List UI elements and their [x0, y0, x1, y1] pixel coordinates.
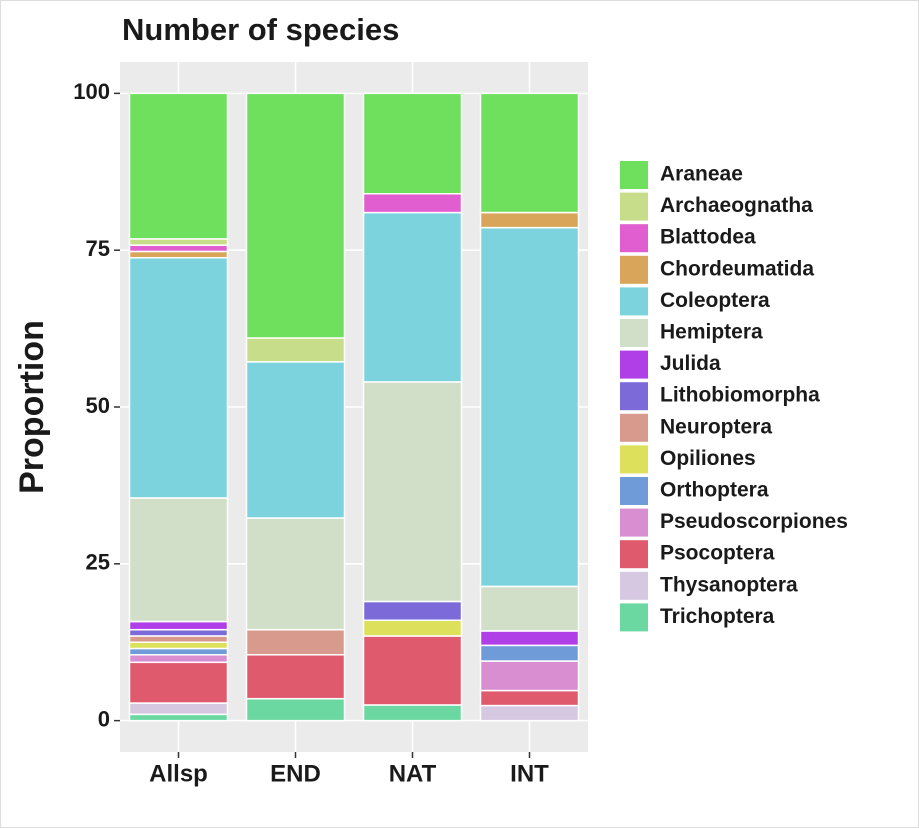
y-tick-label: 75 — [86, 236, 110, 261]
legend-label: Psocoptera — [660, 542, 775, 565]
legend-key — [620, 508, 648, 537]
bar-segment — [128, 661, 229, 704]
bar-segment — [362, 635, 463, 706]
bar-segment — [245, 697, 346, 722]
legend-label: Coleoptera — [660, 289, 770, 312]
bar-segment — [128, 244, 229, 253]
bar-segment — [128, 250, 229, 259]
bar-segment — [128, 647, 229, 656]
legend-label: Opiliones — [660, 447, 756, 470]
legend-label: Orthoptera — [660, 479, 769, 502]
bar-segment — [245, 361, 346, 519]
bar-segment — [128, 238, 229, 246]
bar-segment — [362, 192, 463, 214]
bar-segment — [479, 630, 580, 647]
legend-key — [620, 161, 648, 189]
bar-segment — [128, 92, 229, 240]
bar-segment — [128, 702, 229, 716]
legend-key — [620, 413, 648, 442]
legend-label: Julida — [660, 352, 721, 375]
bar-segment — [479, 644, 580, 662]
legend-key — [620, 382, 648, 411]
legend-key — [620, 287, 648, 316]
chart-title: Number of species — [122, 12, 399, 47]
bar-segment — [245, 517, 346, 631]
legend-label: Neuroptera — [660, 415, 772, 438]
bar-segment — [479, 704, 580, 722]
x-tick-label: INT — [510, 760, 549, 787]
bar-segment — [362, 600, 463, 622]
legend-key — [620, 477, 648, 505]
x-tick-label: END — [270, 760, 321, 787]
bar-segment — [128, 620, 229, 631]
legend-key — [620, 571, 648, 600]
legend-key — [620, 350, 648, 379]
legend-label: Thysanoptera — [660, 573, 798, 596]
bar-segment — [128, 713, 229, 722]
bar-segment — [479, 660, 580, 692]
bar-segment — [362, 619, 463, 637]
bar-segment — [479, 226, 580, 588]
bar-segment — [479, 211, 580, 229]
legend-key — [620, 319, 648, 347]
x-tick-label: NAT — [389, 760, 437, 787]
y-axis-label: Proportion — [13, 320, 51, 494]
legend-key — [620, 603, 648, 632]
legend-key — [620, 192, 648, 221]
bar-segment — [245, 337, 346, 363]
bar-segment — [128, 628, 229, 637]
bar-segment — [128, 497, 229, 623]
legend-label: Lithobiomorpha — [660, 384, 820, 407]
legend-label: Blattodea — [660, 226, 756, 249]
bar-segment — [245, 628, 346, 656]
bar-segment — [479, 585, 580, 632]
legend-key — [620, 540, 648, 569]
bar-segment — [479, 689, 580, 707]
x-tick-label: Allsp — [149, 760, 208, 787]
bar-segment — [128, 635, 229, 643]
legend-key — [620, 445, 648, 474]
bar-segment — [128, 641, 229, 650]
bar-segment — [479, 92, 580, 214]
y-tick-label: 100 — [73, 79, 110, 104]
legend-key — [620, 224, 648, 253]
y-tick-label: 50 — [86, 393, 110, 418]
legend-label: Trichoptera — [660, 605, 775, 628]
legend-label: Araneae — [660, 163, 743, 186]
bar-segment — [245, 92, 346, 339]
y-tick-label: 0 — [98, 706, 110, 731]
bar-segment — [362, 211, 463, 383]
legend-label: Chordeumatida — [660, 257, 814, 280]
bar-segment — [128, 654, 229, 664]
bar-segment — [362, 92, 463, 195]
bar-segment — [362, 704, 463, 722]
legend-label: Hemiptera — [660, 321, 763, 344]
legend-label: Archaeognatha — [660, 194, 813, 217]
y-tick-label: 25 — [86, 550, 110, 575]
bar-segment — [128, 256, 229, 499]
bar-segment — [362, 381, 463, 603]
legend-label: Pseudoscorpiones — [660, 510, 848, 533]
bar-segment — [245, 654, 346, 700]
legend-key — [620, 255, 648, 284]
